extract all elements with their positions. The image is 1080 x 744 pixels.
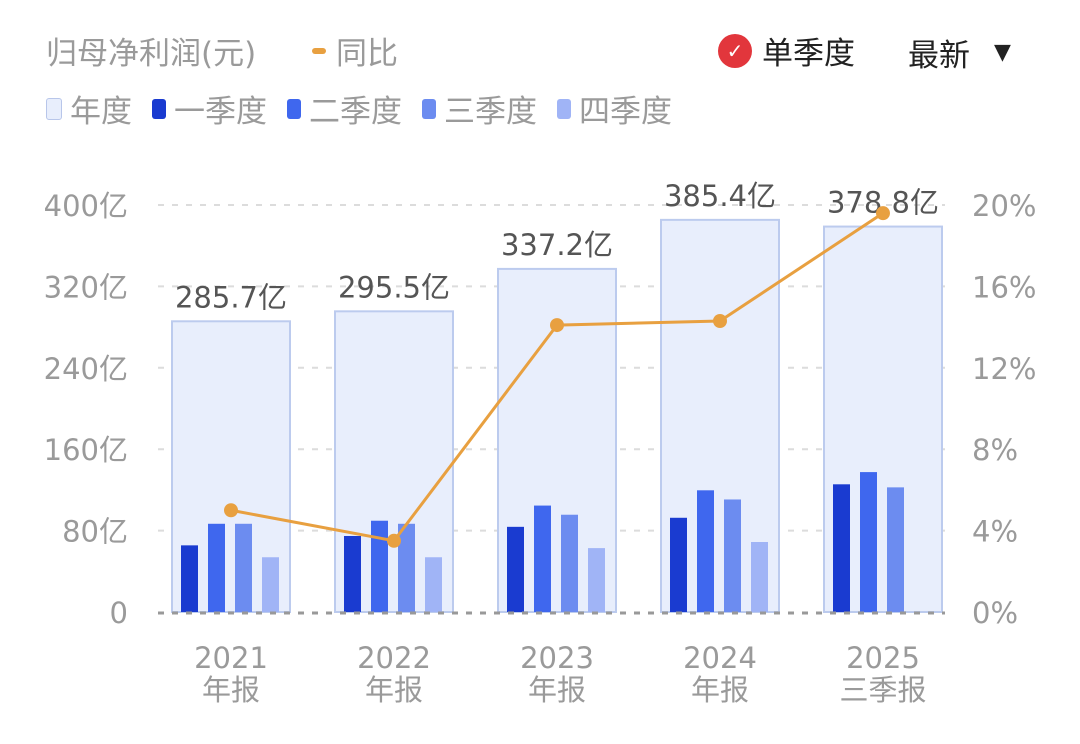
single-quarter-label: 单季度	[762, 36, 855, 72]
y-left-tick-label: 160亿	[44, 433, 128, 467]
legend-yoy-label: 同比	[336, 36, 398, 72]
x-tick-label: 三季报	[839, 673, 926, 707]
x-tick-label: 年报	[202, 673, 260, 707]
quarter-bar	[670, 517, 687, 612]
legend-label: 三季度	[444, 94, 537, 130]
quarter-bar	[262, 557, 279, 612]
y-right-tick-label: 0%	[972, 596, 1018, 630]
quarter-bar	[507, 526, 524, 612]
chart-title: 归母净利润(元)	[46, 36, 257, 72]
yoy-point	[387, 533, 401, 548]
single-quarter-toggle[interactable]: ✓ 单季度	[718, 28, 855, 73]
y-left-tick-label: 240亿	[44, 352, 128, 386]
y-right-tick-label: 12%	[972, 352, 1036, 386]
y-left-tick-label: 400亿	[44, 189, 128, 223]
legend-swatch-icon	[287, 98, 301, 119]
quarter-bar	[181, 545, 198, 612]
quarter-bar	[697, 490, 714, 612]
annual-data-label: 385.4亿	[664, 179, 776, 213]
legend-label: 一季度	[174, 94, 267, 130]
checkmark-icon: ✓	[718, 33, 752, 68]
quarter-bar	[208, 523, 225, 612]
legend-item[interactable]: 二季度	[287, 86, 402, 131]
caret-down-icon: ▼	[994, 40, 1011, 65]
quarter-bar	[398, 523, 415, 612]
legend-swatch-icon	[422, 98, 436, 119]
yoy-point	[876, 206, 890, 221]
legend-label: 年度	[70, 94, 132, 130]
annual-data-label: 295.5亿	[338, 270, 450, 304]
quarter-bar	[751, 541, 768, 612]
x-tick-label: 2021	[194, 641, 268, 675]
y-right-tick-label: 16%	[972, 270, 1036, 304]
quarter-bar	[371, 520, 388, 612]
quarter-bar	[833, 484, 850, 612]
yoy-point	[550, 318, 564, 333]
x-tick-label: 年报	[365, 673, 423, 707]
yoy-point	[224, 503, 238, 518]
x-tick-label: 2023	[520, 641, 594, 675]
legend-label: 二季度	[309, 94, 402, 130]
y-right-tick-label: 4%	[972, 515, 1018, 549]
quarter-bar	[561, 514, 578, 612]
y-right-tick-label: 8%	[972, 433, 1018, 467]
quarter-bar	[887, 487, 904, 612]
x-tick-label: 2022	[357, 641, 431, 675]
quarter-bar	[235, 523, 252, 612]
period-dropdown[interactable]: 最新 ▼	[908, 30, 1011, 75]
legend-yoy[interactable]: 同比	[312, 28, 398, 73]
yoy-point	[713, 313, 727, 328]
legend-swatch-icon	[152, 98, 166, 119]
legend-swatch-icon	[46, 97, 62, 120]
line-swatch-icon	[312, 47, 326, 54]
legend-item[interactable]: 年度	[46, 86, 132, 131]
period-value: 最新	[908, 38, 970, 74]
y-left-tick-label: 80亿	[62, 515, 128, 549]
legend-item[interactable]: 四季度	[557, 86, 672, 131]
legend-item[interactable]: 三季度	[422, 86, 537, 131]
legend-item[interactable]: 一季度	[152, 86, 267, 131]
x-tick-label: 2025	[846, 641, 920, 675]
annual-data-label: 285.7亿	[175, 280, 287, 314]
quarter-bar	[724, 499, 741, 612]
annual-data-label: 337.2亿	[501, 228, 613, 262]
quarter-bar	[344, 535, 361, 612]
legend: 年度 一季度 二季度 三季度 四季度	[46, 86, 672, 131]
x-tick-label: 2024	[683, 641, 757, 675]
x-tick-label: 年报	[528, 673, 586, 707]
quarter-bar	[425, 557, 442, 612]
quarter-bar	[534, 505, 551, 612]
quarter-bar	[860, 472, 877, 612]
y-right-tick-label: 20%	[972, 189, 1036, 223]
legend-swatch-icon	[557, 98, 571, 119]
y-left-tick-label: 0	[110, 596, 128, 630]
x-tick-label: 年报	[691, 673, 749, 707]
quarter-bar	[588, 548, 605, 612]
legend-label: 四季度	[579, 94, 672, 130]
y-left-tick-label: 320亿	[44, 270, 128, 304]
